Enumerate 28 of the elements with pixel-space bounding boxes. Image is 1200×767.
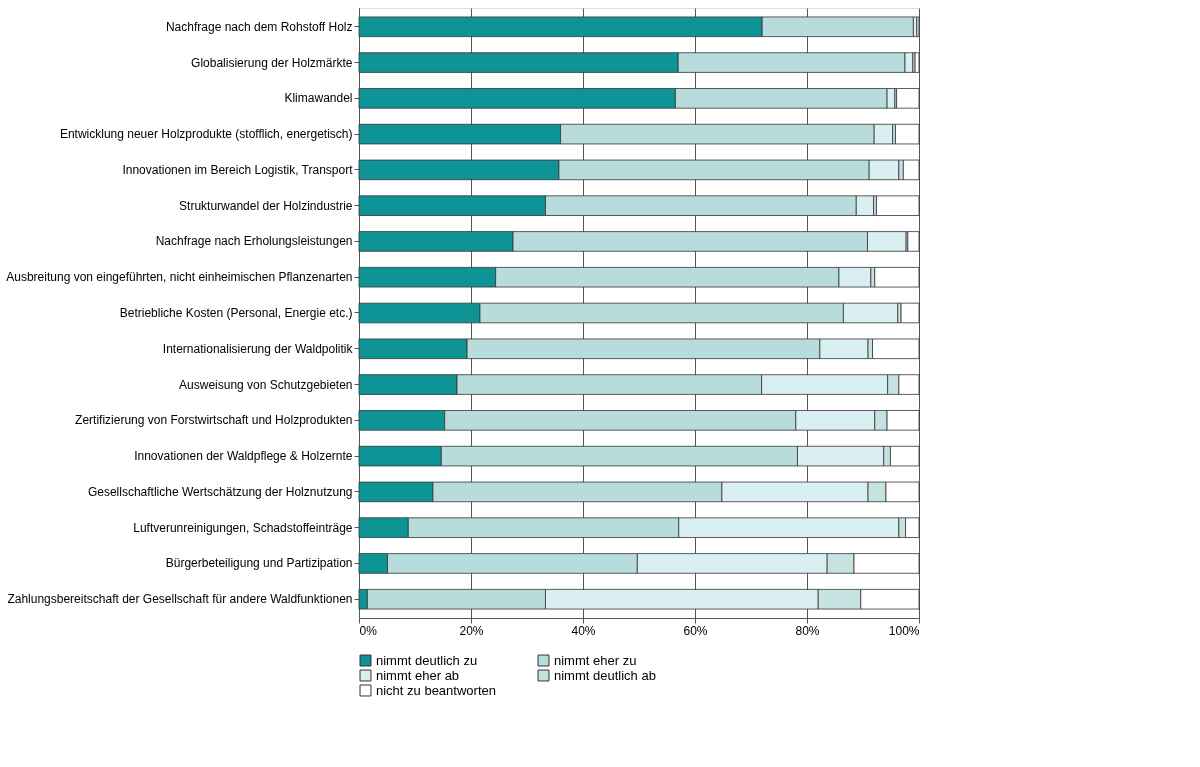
x-tick-label: 0%	[359, 623, 378, 638]
y-tick-label: Internationalisierung der Waldpolitik	[162, 341, 354, 356]
y-tick-label: Zertifizierung von Forstwirtschaft und Holzprodukten	[75, 413, 353, 428]
y-tick-label: Luftverunreinigungen, Schadstoffeinträge	[133, 520, 353, 535]
legend-label: nimmt deutlich zu	[376, 652, 478, 668]
x-tick-label: 100%	[888, 623, 920, 638]
y-tick-label: Entwicklung neuer Holzprodukte (stofflich, energetisch)	[59, 127, 353, 142]
y-tick-label: Globalisierung der Holzmärkte	[191, 55, 353, 70]
y-tick-label: Innovationen der Waldpflege & Holzernte	[134, 449, 353, 464]
y-tick-label: Klimawandel	[284, 91, 353, 106]
y-tick-label: Nachfrage nach dem Rohstoff Holz	[165, 19, 353, 34]
y-tick-label: Strukturwandel der Holzindustrie	[179, 198, 353, 213]
y-tick-label: Ausbreitung von eingeführten, nicht einheimischen Pflanzenarten	[6, 270, 353, 285]
x-tick-label: 40%	[571, 623, 596, 638]
x-tick-label: 20%	[459, 623, 484, 638]
y-tick-label: Gesellschaftliche Wertschätzung der Holznutzung	[87, 484, 353, 499]
y-tick-label: Nachfrage nach Erholungsleistungen	[155, 234, 353, 249]
y-tick-label: Zahlungsbereitschaft der Gesellschaft für andere Waldfunktionen	[7, 592, 353, 607]
legend-label: nicht zu beantworten	[376, 682, 496, 698]
legend-label: nimmt deutlich ab	[554, 667, 656, 683]
y-tick-label: Bürgerbeteiligung und Partizipation	[165, 556, 353, 571]
y-tick-label: Ausweisung von Schutzgebieten	[179, 377, 353, 392]
legend-label: nimmt eher ab	[376, 667, 460, 683]
x-tick-label: 80%	[795, 623, 820, 638]
legend-label: nimmt eher zu	[554, 652, 637, 668]
y-tick-label: Betriebliche Kosten (Personal, Energie etc.)	[119, 306, 353, 320]
y-tick-label: Innovationen im Bereich Logistik, Transport	[122, 162, 354, 177]
x-tick-label: 60%	[683, 623, 708, 638]
